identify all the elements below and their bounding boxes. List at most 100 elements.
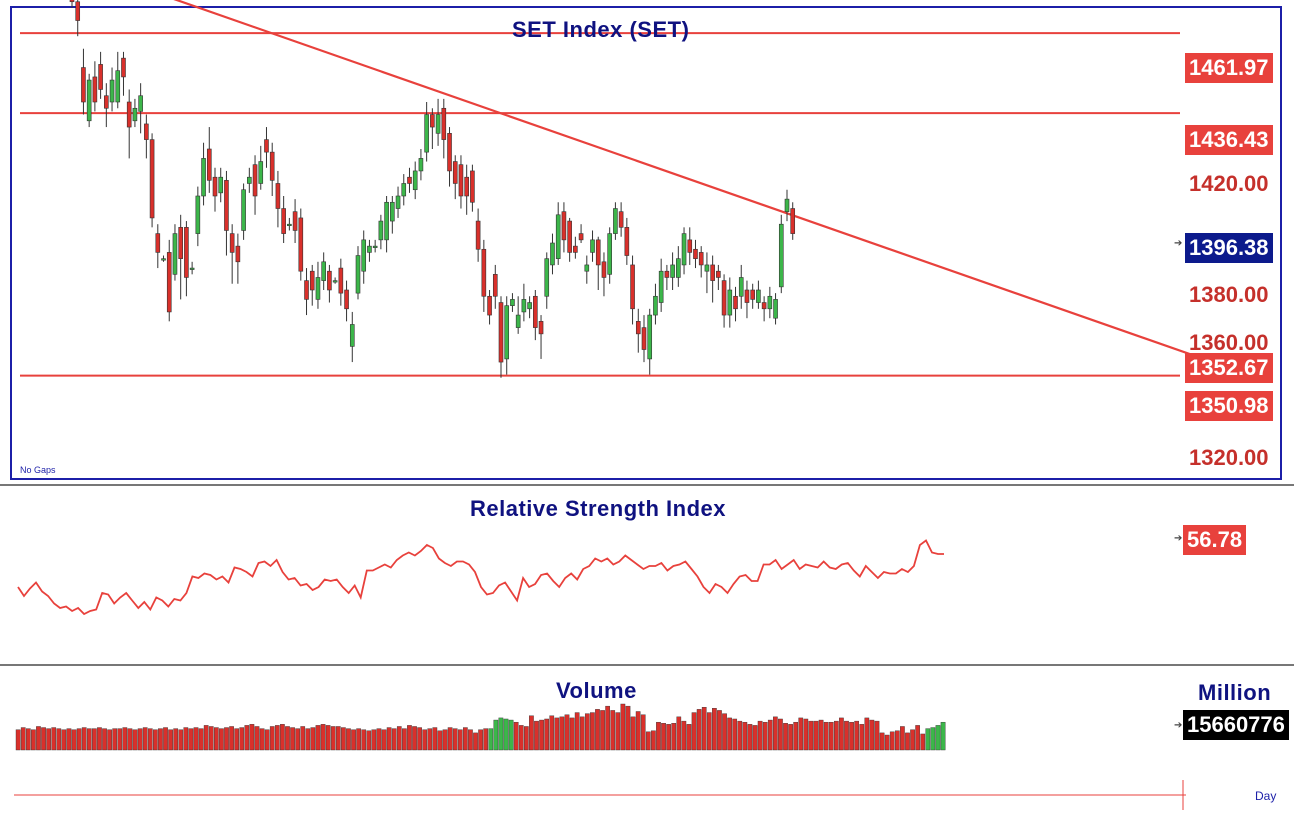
volume-bar (25, 728, 31, 751)
candle-body (132, 107, 138, 122)
rsi-line (17, 539, 944, 616)
volume-bar (620, 703, 626, 751)
volume-bar (828, 721, 834, 751)
candle-body (275, 183, 281, 209)
candle-body (464, 176, 469, 197)
candle-body (767, 295, 773, 310)
candle-body (716, 270, 721, 278)
volume-bar (564, 714, 570, 751)
volume-bar (859, 724, 865, 751)
volume-bar (737, 720, 743, 751)
candle-body (653, 295, 658, 316)
candle-body (492, 274, 498, 297)
candle-body (109, 79, 115, 103)
volume-bar (935, 725, 941, 751)
volume-bar (640, 714, 646, 751)
volume-bar (732, 718, 738, 751)
volume-bar (366, 730, 372, 751)
candle-body (635, 321, 641, 335)
candle-body (206, 148, 212, 181)
price-tag-resistance-2: 1436.43 (1185, 125, 1273, 155)
candle-body (367, 245, 372, 253)
volume-bar (844, 720, 849, 751)
candle-body (269, 151, 275, 181)
candle-body (687, 239, 693, 253)
volume-bar (488, 728, 494, 751)
volume-bar (549, 715, 555, 751)
volume-bar (402, 728, 407, 751)
volume-bar (51, 727, 57, 751)
candle-body (510, 299, 515, 306)
volume-bar (274, 725, 280, 751)
volume-bar (498, 717, 504, 751)
volume-bar (757, 720, 763, 751)
volume-chart-title: Volume (556, 678, 637, 703)
volume-bar (823, 721, 829, 751)
candle-body (149, 139, 155, 219)
volume-bar (254, 726, 260, 751)
candle-body (407, 176, 412, 184)
volume-bar (229, 726, 234, 751)
candle-body (327, 270, 332, 291)
volume-bar (712, 708, 717, 751)
volume-bar (574, 712, 580, 751)
volume-bar (778, 718, 783, 751)
volume-bar (127, 728, 133, 751)
candle-body (424, 114, 429, 153)
candle-body (521, 299, 527, 313)
volume-bar (269, 726, 275, 751)
volume-bar (280, 724, 285, 751)
volume-bar (808, 720, 814, 751)
volume-bar (193, 727, 199, 751)
volume-bar (681, 720, 687, 751)
volume-bar (701, 707, 707, 751)
candle-body (321, 261, 326, 281)
volume-bar (163, 727, 168, 751)
candle-body (138, 95, 143, 112)
candle-body (607, 233, 612, 275)
volume-bar (168, 729, 173, 751)
volume-value-tag: 15660776 (1183, 710, 1289, 740)
volume-bar (412, 726, 417, 751)
volume-bar (20, 727, 26, 751)
volume-bar (422, 729, 428, 751)
candle-body (229, 233, 235, 253)
volume-bar (142, 727, 148, 751)
volume-bar (407, 725, 412, 751)
volume-bar (371, 729, 377, 751)
volume-bar (788, 724, 793, 751)
rsi-value-tag: 56.78 (1183, 525, 1247, 555)
volume-bar (61, 729, 67, 751)
candle-body (693, 248, 698, 259)
volume-bar (894, 730, 900, 751)
candle-body (441, 107, 447, 140)
candle-body (98, 64, 103, 90)
volume-arrow-icon: ➔ (1174, 720, 1183, 731)
volume-bar (239, 727, 245, 751)
volume-bar (335, 726, 341, 751)
volume-bar (102, 728, 107, 751)
volume-bar (666, 724, 671, 751)
candle-body (710, 264, 715, 281)
candle-body (647, 314, 653, 360)
candle-body (69, 0, 75, 3)
volume-bar (427, 728, 433, 751)
volume-bar (213, 727, 219, 751)
candle-body (218, 176, 224, 194)
volume-bar (925, 728, 931, 751)
volume-bar (147, 728, 153, 751)
volume-bar (590, 712, 595, 751)
volume-bar (71, 729, 77, 751)
volume-bar (117, 728, 123, 751)
volume-bar (773, 716, 778, 751)
volume-bar (940, 721, 946, 751)
volume-bar (645, 731, 651, 751)
candle-body (304, 280, 309, 300)
candle-body (590, 239, 595, 253)
volume-bar (341, 727, 346, 751)
volume-bar (417, 727, 422, 751)
volume-bar (508, 719, 514, 751)
candle-body (195, 195, 201, 234)
candle-body (224, 180, 229, 231)
volume-bar (447, 727, 453, 751)
